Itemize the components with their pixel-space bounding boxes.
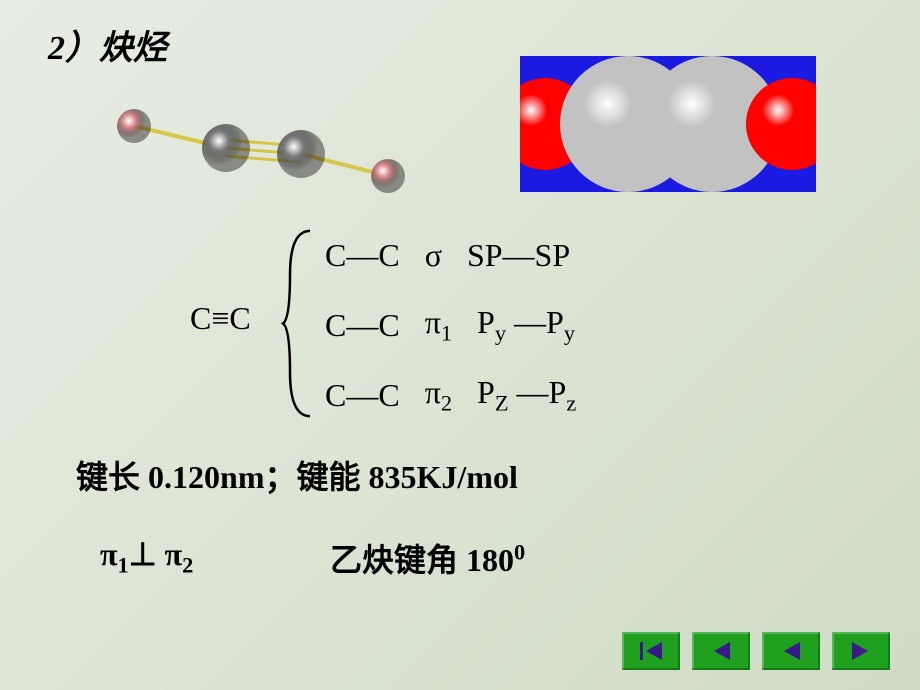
decomp-row: C—CσSP—SP bbox=[325, 220, 601, 290]
bond-properties: 键长 0.120nm；键能 835KJ/mol bbox=[76, 452, 518, 498]
bond-angle: 乙炔键角 1800 bbox=[330, 535, 525, 581]
nav-prev2-button[interactable] bbox=[762, 632, 820, 670]
prev-icon bbox=[708, 638, 734, 664]
bond-decomposition: C≡C C—CσSP—SPC—Cπ1Py —PyC—Cπ2PZ —Pz bbox=[190, 220, 820, 430]
pi-orthogonal: π1⊥ π2 bbox=[100, 535, 193, 578]
ball-stick-model bbox=[108, 96, 408, 196]
space-filling-model bbox=[520, 56, 816, 192]
separator: ； bbox=[264, 459, 296, 495]
bracket-icon bbox=[280, 226, 320, 421]
bond-energy-label: 键能 bbox=[296, 459, 368, 495]
prev2-icon bbox=[778, 638, 804, 664]
angle-value: 180 bbox=[466, 542, 514, 578]
angle-sup: 0 bbox=[514, 539, 525, 564]
nav-prev-button[interactable] bbox=[692, 632, 750, 670]
nav-first-button[interactable] bbox=[622, 632, 680, 670]
decomp-row: C—Cπ1Py —Py bbox=[325, 290, 601, 360]
first-icon bbox=[638, 638, 664, 664]
angle-label: 乙炔键角 bbox=[330, 542, 466, 578]
bond-energy-value: 835KJ/mol bbox=[369, 459, 518, 495]
bond-length-label: 键长 bbox=[76, 459, 148, 495]
nav-next-button[interactable] bbox=[832, 632, 890, 670]
next-icon bbox=[848, 638, 874, 664]
decomp-lines: C—CσSP—SPC—Cπ1Py —PyC—Cπ2PZ —Pz bbox=[325, 220, 601, 430]
section-title: 2）炔烃 bbox=[48, 20, 167, 69]
bond-length-value: 0.120nm bbox=[148, 459, 264, 495]
triple-bond-label: C≡C bbox=[190, 300, 251, 337]
nav-bar bbox=[622, 632, 890, 670]
slide: 2）炔烃 C≡C C—CσSP—SPC—Cπ1Py —PyC—Cπ2PZ —Pz… bbox=[0, 0, 920, 690]
decomp-row: C—Cπ2PZ —Pz bbox=[325, 360, 601, 430]
